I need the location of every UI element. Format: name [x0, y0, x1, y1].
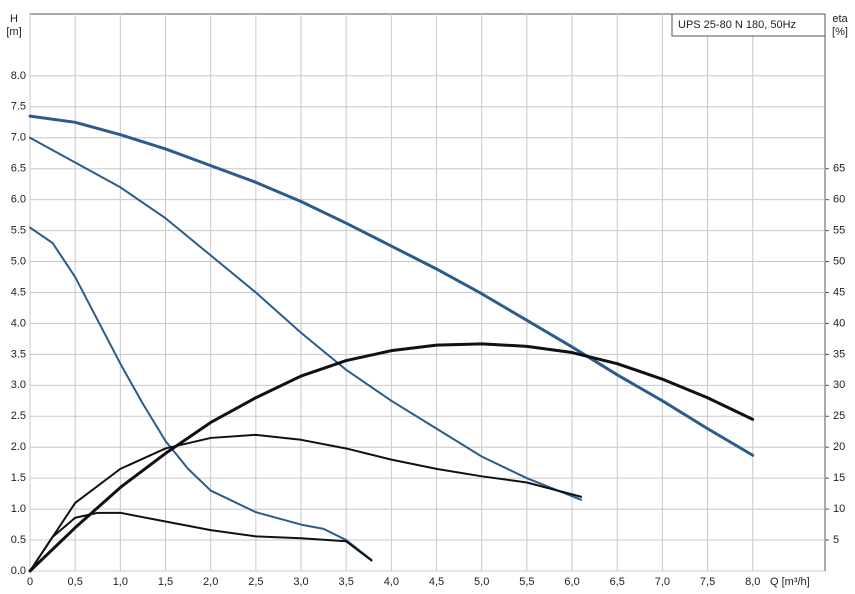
- y-tick-label: 2.0: [11, 441, 26, 453]
- y2-tick-label: 65: [833, 163, 845, 175]
- curve: [28, 342, 755, 573]
- y-tick-label: 2.5: [11, 410, 26, 422]
- x-tick-label: 3,0: [293, 576, 308, 588]
- y2-tick-label: 20: [833, 441, 845, 453]
- x-tick-label: 3,5: [339, 576, 354, 588]
- x-tick-label: 7,0: [655, 576, 670, 588]
- x-tick-label: 1,5: [158, 576, 173, 588]
- y2-tick-label: 55: [833, 225, 845, 237]
- y2-tick-label: 25: [833, 410, 845, 422]
- y-unit: [m]: [6, 26, 21, 38]
- x-tick-label: 4,0: [384, 576, 399, 588]
- title-box: [671, 13, 826, 37]
- x-tick-label: 5,5: [519, 576, 534, 588]
- x-tick-label: 8,0: [745, 576, 760, 588]
- x-tick-label: 0,5: [68, 576, 83, 588]
- curve: [28, 114, 755, 457]
- curve: [29, 136, 583, 501]
- x-tick-label: 1,0: [113, 576, 128, 588]
- curve: [29, 433, 583, 572]
- y-tick-label: 4.5: [11, 286, 26, 298]
- y-tick-label: 3.5: [11, 348, 26, 360]
- y2-tick-label: 35: [833, 348, 845, 360]
- y2-label: eta: [832, 13, 848, 25]
- curve: [29, 511, 373, 572]
- y-tick-label: 6.5: [11, 163, 26, 175]
- chart-title: UPS 25-80 N 180, 50Hz: [678, 19, 796, 31]
- x-tick-label: 5,0: [474, 576, 489, 588]
- y2-tick-label: 15: [833, 472, 845, 484]
- curve: [29, 226, 373, 561]
- y2-unit: [%]: [832, 26, 848, 38]
- x-tick-label: 7,5: [700, 576, 715, 588]
- y-tick-label: 5.5: [11, 225, 26, 237]
- x-tick-label: 2,5: [248, 576, 263, 588]
- y-tick-label: 6.0: [11, 194, 26, 206]
- y2-tick-label: 60: [833, 194, 845, 206]
- y2-tick-label: 40: [833, 317, 845, 329]
- x-tick-label: 2,0: [203, 576, 218, 588]
- y-tick-label: 3.0: [11, 379, 26, 391]
- y2-tick-label: 45: [833, 286, 845, 298]
- y-tick-label: 0.5: [11, 534, 26, 546]
- y-tick-label: 7.0: [11, 132, 26, 144]
- y-tick-label: 0.0: [11, 565, 26, 577]
- y2-tick-label: 10: [833, 503, 845, 515]
- x-label: Q [m³/h]: [770, 576, 810, 588]
- x-tick-label: 6,5: [610, 576, 625, 588]
- y2-tick-label: 50: [833, 255, 845, 267]
- y-tick-label: 1.0: [11, 503, 26, 515]
- y2-tick-label: 30: [833, 379, 845, 391]
- x-tick-label: 0: [27, 576, 33, 588]
- x-tick-label: 6,0: [564, 576, 579, 588]
- y-tick-label: 8.0: [11, 70, 26, 82]
- y2-tick-label: 5: [833, 534, 839, 546]
- y-tick-label: 5.0: [11, 255, 26, 267]
- y-tick-label: 4.0: [11, 317, 26, 329]
- y-tick-label: 1.5: [11, 472, 26, 484]
- y-label: H: [10, 13, 18, 25]
- y-tick-label: 7.5: [11, 101, 26, 113]
- x-tick-label: 4,5: [429, 576, 444, 588]
